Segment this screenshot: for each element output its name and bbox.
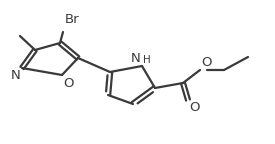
Text: H: H [143, 55, 151, 65]
Text: Br: Br [65, 13, 80, 26]
Text: O: O [63, 77, 73, 90]
Text: O: O [201, 56, 211, 69]
Text: N: N [131, 52, 141, 65]
Text: O: O [189, 101, 199, 114]
Text: N: N [11, 69, 21, 82]
